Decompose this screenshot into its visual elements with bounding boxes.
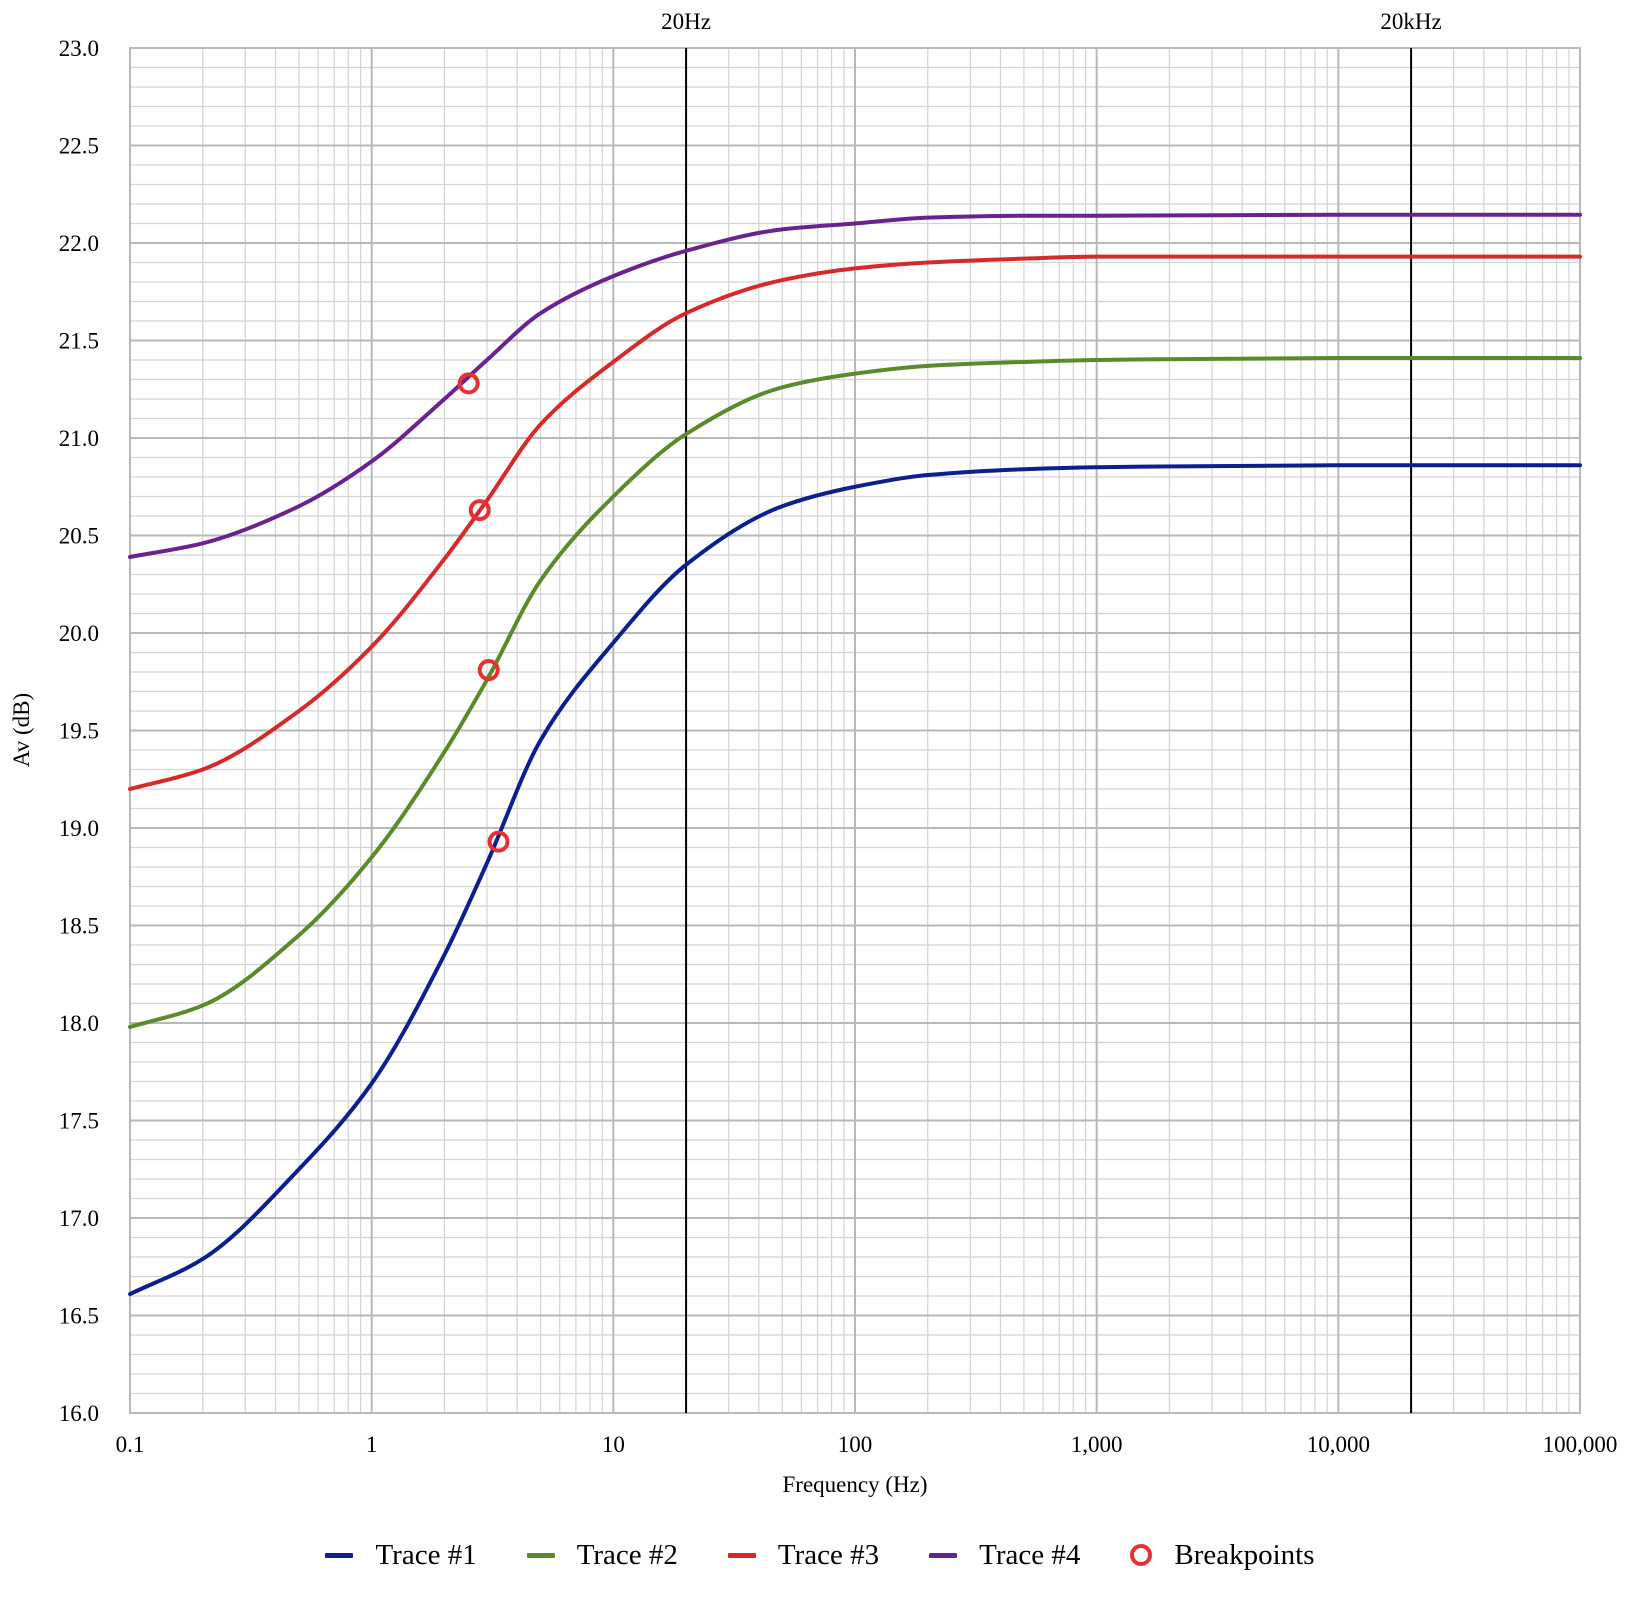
legend-label-breakpoints: Breakpoints: [1174, 1538, 1315, 1571]
y-tick-label: 19.0: [59, 816, 99, 841]
breakpoint-marker-4: [487, 830, 510, 853]
x-tick-label: 100,000: [1543, 1432, 1618, 1457]
chart-plot: 20Hz 20kHz 0.1 1 10 100 1,000 10,000 100,000 16…: [9, 9, 1618, 1497]
series-lines: [128, 212, 1582, 1297]
y-tick-labels: 16.0 16.5 17.0 17.5 18.0 18.5 19.0 19.5 20.0 20.5…: [59, 36, 99, 1426]
x-axis-title: Frequency (Hz): [783, 1472, 928, 1497]
y-tick-label: 16.5: [59, 1304, 99, 1329]
y-tick-label: 23.0: [59, 36, 99, 61]
x-tick-label: 10,000: [1307, 1432, 1370, 1457]
breakpoint-marker-2: [468, 499, 491, 522]
x-tick-label: 1: [366, 1432, 378, 1457]
legend-item-trace-2[interactable]: Trace #2: [526, 1538, 678, 1572]
y-tick-label: 20.0: [59, 621, 99, 646]
legend-label-trace-2: Trace #2: [576, 1538, 678, 1571]
legend-item-trace-1[interactable]: Trace #1: [325, 1538, 477, 1572]
legend-label-trace-4: Trace #4: [979, 1538, 1081, 1571]
breakpoint-marker-1: [457, 372, 480, 395]
y-tick-label: 20.5: [59, 524, 99, 549]
grid-major: [129, 47, 1581, 1414]
plot-border: [129, 47, 1581, 1414]
y-tick-label: 18.5: [59, 914, 99, 939]
x-tick-label: 10: [602, 1432, 625, 1457]
y-tick-label: 22.0: [59, 231, 99, 256]
legend-item-trace-3[interactable]: Trace #3: [727, 1538, 880, 1572]
legend-breakpoint-icon: [1130, 1544, 1153, 1566]
y-axis-title: Av (dB): [9, 693, 34, 767]
y-tick-label: 22.5: [59, 134, 99, 159]
legend-label-trace-1: Trace #1: [375, 1538, 477, 1571]
y-tick-label: 21.0: [59, 426, 99, 451]
legend-item-trace-4[interactable]: Trace #4: [929, 1539, 1080, 1572]
legend-swatch-trace-2: [526, 1552, 555, 1558]
legend-label-trace-3: Trace #3: [777, 1538, 880, 1571]
series-line-trace-2: [128, 356, 1582, 1029]
y-tick-label: 16.0: [59, 1401, 99, 1426]
breakpoint-marker-3: [477, 659, 500, 682]
marker-label-0: 20Hz: [661, 9, 711, 34]
legend: Trace #1 Trace #2 Trace #3 Trace #4 Brea…: [0, 1530, 1640, 1580]
y-tick-label: 17.5: [59, 1109, 99, 1134]
series-line-trace-1: [128, 463, 1582, 1297]
legend-item-breakpoints[interactable]: Breakpoints: [1130, 1538, 1315, 1572]
x-tick-labels: 0.1 1 10 100 1,000 10,000 100,000: [116, 1432, 1618, 1457]
y-tick-label: 17.0: [59, 1206, 99, 1231]
legend-swatch-trace-3: [727, 1552, 756, 1558]
legend-swatch-trace-1: [325, 1552, 354, 1558]
y-tick-label: 21.5: [59, 329, 99, 354]
x-tick-label: 1,000: [1071, 1432, 1123, 1457]
y-tick-label: 19.5: [59, 719, 99, 744]
y-tick-label: 18.0: [59, 1011, 99, 1036]
series-line-trace-4: [128, 212, 1582, 559]
x-tick-label: 0.1: [116, 1432, 145, 1457]
series-line-trace-3: [128, 254, 1582, 791]
marker-label-1: 20kHz: [1380, 9, 1441, 34]
vertical-markers: 20Hz 20kHz: [661, 9, 1442, 1413]
legend-swatch-trace-4: [929, 1552, 958, 1558]
x-tick-label: 100: [838, 1432, 873, 1457]
breakpoint-markers: [457, 372, 510, 853]
